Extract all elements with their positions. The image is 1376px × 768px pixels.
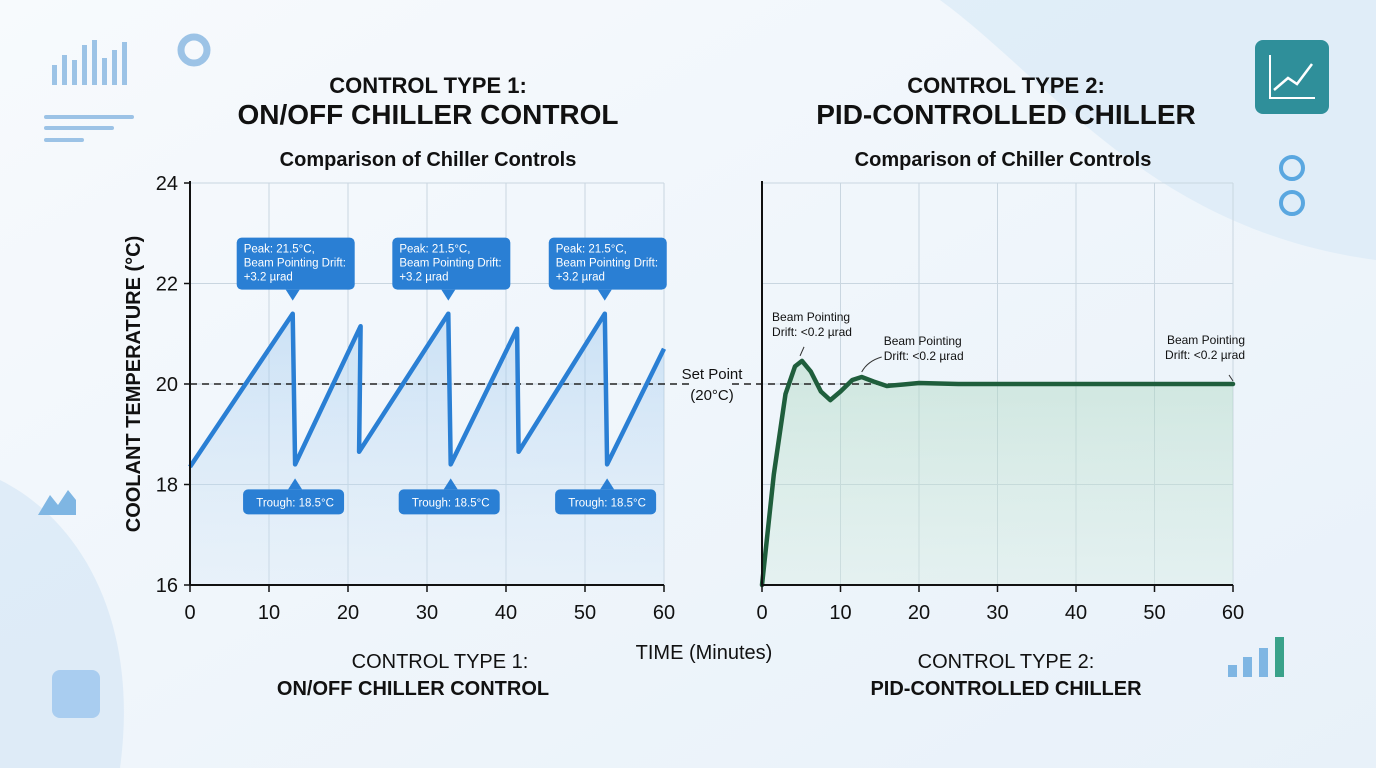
peak-callout: Peak: 21.5°C, Beam Pointing Drift: +3.2 µr… <box>548 237 667 301</box>
callout-text: Beam Pointing Drift: <box>244 258 346 270</box>
callout-text: Beam Pointing Drift: <box>556 258 658 270</box>
x-tick-label: 40 <box>1065 602 1087 624</box>
x-tick-label: 60 <box>653 602 675 624</box>
y-tick-label: 24 <box>156 173 178 195</box>
trough-callout: Trough: 18.5°C <box>243 478 345 515</box>
callout-text: Trough: 18.5°C <box>568 497 646 509</box>
x-tick-label: 30 <box>986 602 1008 624</box>
callout-pointer <box>443 478 458 490</box>
annotation-text: Drift: <0.2 µrad <box>884 349 964 363</box>
x-axis-label: TIME (Minutes) <box>636 642 773 664</box>
x-tick-label: 50 <box>1143 602 1165 624</box>
annotation-text: Drift: <0.2 µrad <box>772 325 852 339</box>
x-tick-label: 0 <box>184 602 195 624</box>
callout-pointer <box>600 478 615 490</box>
decor-bar-icon <box>44 40 134 142</box>
onoff-chart: 0 10 20 30 40 50 60 16 18 20 22 24 Peak: 21.5°C, Beam… <box>156 173 694 624</box>
callout-box <box>392 237 511 290</box>
x-tick-label: 0 <box>756 602 767 624</box>
setpoint-label-line1: Set Point <box>682 366 744 383</box>
peak-callout: Peak: 21.5°C, Beam Pointing Drift: +3.2 µr… <box>392 237 511 301</box>
annotation-leader <box>861 356 882 373</box>
callout-text: Peak: 21.5°C, <box>556 244 627 256</box>
decor-pie-icon <box>177 33 211 67</box>
trend-chart-icon <box>1255 40 1329 114</box>
left-footer-line1: CONTROL TYPE 1: <box>352 651 529 673</box>
x-tick-label: 10 <box>258 602 280 624</box>
trough-callout: Trough: 18.5°C <box>555 478 657 515</box>
annotation-text: Drift: <0.2 µrad <box>1165 348 1245 362</box>
callout-text: Trough: 18.5°C <box>412 497 490 509</box>
annotation-text: Beam Pointing <box>1167 333 1245 347</box>
peak-callout: Peak: 21.5°C, Beam Pointing Drift: +3.2 µr… <box>236 237 355 301</box>
right-title: PID-CONTROLLED CHILLER <box>816 99 1196 130</box>
callout-text: +3.2 µrad <box>244 272 293 284</box>
x-tick-label: 40 <box>495 602 517 624</box>
right-footer-line1: CONTROL TYPE 2: <box>918 651 1095 673</box>
annotation-leader <box>799 346 805 357</box>
x-tick-label: 30 <box>416 602 438 624</box>
left-title: ON/OFF CHILLER CONTROL <box>237 99 618 130</box>
decor-bar-icon <box>1228 637 1284 677</box>
left-header: CONTROL TYPE 1: <box>329 73 527 98</box>
right-subtitle: Comparison of Chiller Controls <box>855 149 1152 171</box>
y-tick-label: 16 <box>156 575 178 597</box>
x-tick-label: 60 <box>1222 602 1244 624</box>
callout-text: Trough: 18.5°C <box>256 497 334 509</box>
callout-box <box>243 489 345 515</box>
y-axis-label: COOLANT TEMPERATURE (°C) <box>123 236 145 533</box>
callout-box <box>555 489 657 515</box>
onoff-series-line <box>188 311 667 469</box>
x-tick-label: 20 <box>337 602 359 624</box>
right-footer-line2: PID-CONTROLLED CHILLER <box>870 678 1142 700</box>
right-header: CONTROL TYPE 2: <box>907 73 1105 98</box>
annotation-text: Beam Pointing <box>884 334 962 348</box>
x-tick-label: 20 <box>908 602 930 624</box>
decor-ring-icon <box>1279 190 1305 216</box>
callout-box <box>548 237 667 290</box>
callout-text: +3.2 µrad <box>399 272 448 284</box>
y-tick-label: 22 <box>156 274 178 296</box>
callout-text: +3.2 µrad <box>556 272 605 284</box>
callout-box <box>236 237 355 290</box>
x-tick-label: 50 <box>574 602 596 624</box>
x-tick-label: 10 <box>829 602 851 624</box>
callout-pointer <box>288 478 303 490</box>
area-fill <box>762 360 1233 585</box>
annotation-leader <box>1228 374 1234 382</box>
decor-area-icon <box>38 490 76 515</box>
decor-square-icon <box>52 670 100 718</box>
callout-box <box>398 489 500 515</box>
callout-text: Peak: 21.5°C, <box>399 244 470 256</box>
annotation-text: Beam Pointing <box>772 310 850 324</box>
callout-text: Peak: 21.5°C, <box>244 244 315 256</box>
trough-callout: Trough: 18.5°C <box>398 478 500 515</box>
y-tick-label: 20 <box>156 374 178 396</box>
area-fill <box>190 313 664 585</box>
y-tick-label: 18 <box>156 475 178 497</box>
callout-pointer <box>597 289 612 301</box>
callout-pointer <box>441 289 456 301</box>
pid-series-line <box>759 358 1236 588</box>
left-footer-line2: ON/OFF CHILLER CONTROL <box>277 678 549 700</box>
callout-text: Beam Pointing Drift: <box>399 258 501 270</box>
left-subtitle: Comparison of Chiller Controls <box>280 149 577 171</box>
setpoint-label-line2: (20°C) <box>690 387 734 404</box>
callout-pointer <box>285 289 300 301</box>
decor-ring-icon <box>1279 155 1305 181</box>
